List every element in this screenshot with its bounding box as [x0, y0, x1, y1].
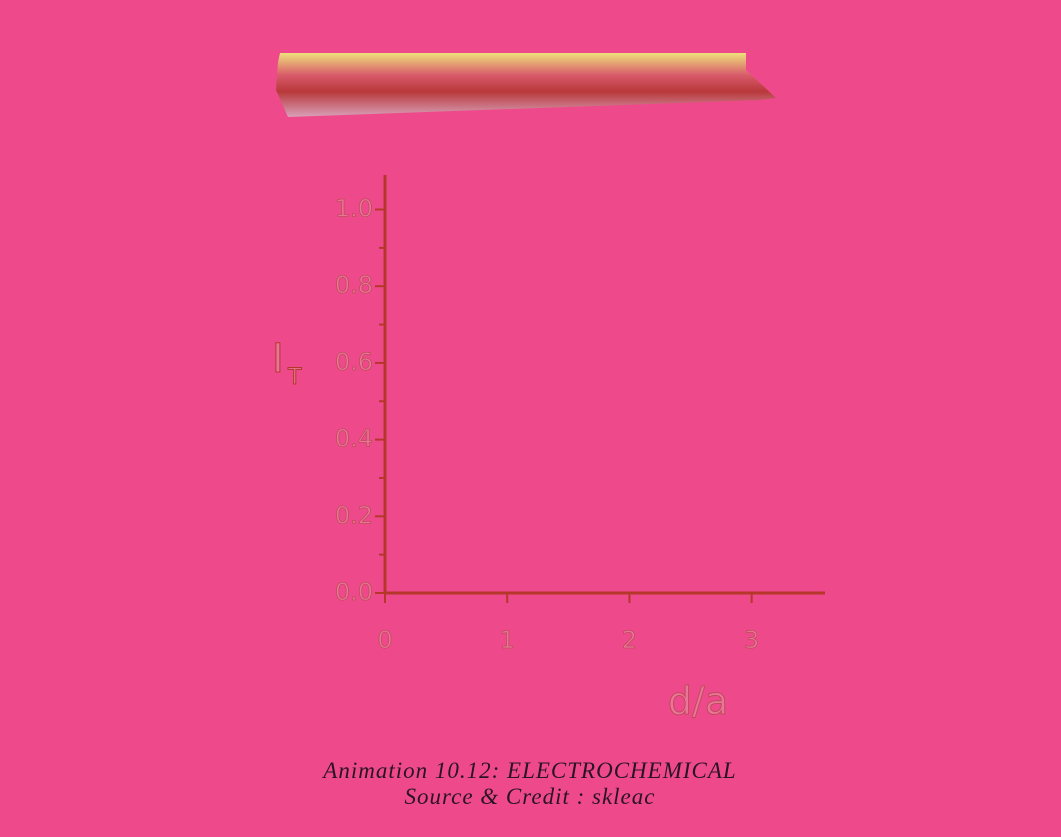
x-tick-label: 0	[377, 626, 392, 654]
y-axis-label-subscript: T	[287, 365, 302, 390]
y-axis-label: I	[272, 336, 284, 382]
y-tick-label: 0.6	[335, 348, 373, 376]
x-tick-label: 1	[500, 626, 515, 654]
y-tick-label: 0.0	[335, 578, 373, 606]
x-tick-label: 3	[744, 626, 759, 654]
y-tick-label: 1.0	[335, 195, 373, 223]
x-axis-label: d/a	[668, 679, 728, 723]
y-tick-label: 0.8	[335, 271, 373, 299]
y-tick-label: 0.4	[335, 425, 373, 453]
banner-image	[276, 53, 776, 117]
caption-credit: Source & Credit : skleac	[405, 784, 656, 809]
x-tick-label: 2	[622, 626, 637, 654]
caption-title: Animation 10.12: ELECTROCHEMICAL	[321, 758, 736, 783]
y-tick-label: 0.2	[335, 501, 373, 529]
